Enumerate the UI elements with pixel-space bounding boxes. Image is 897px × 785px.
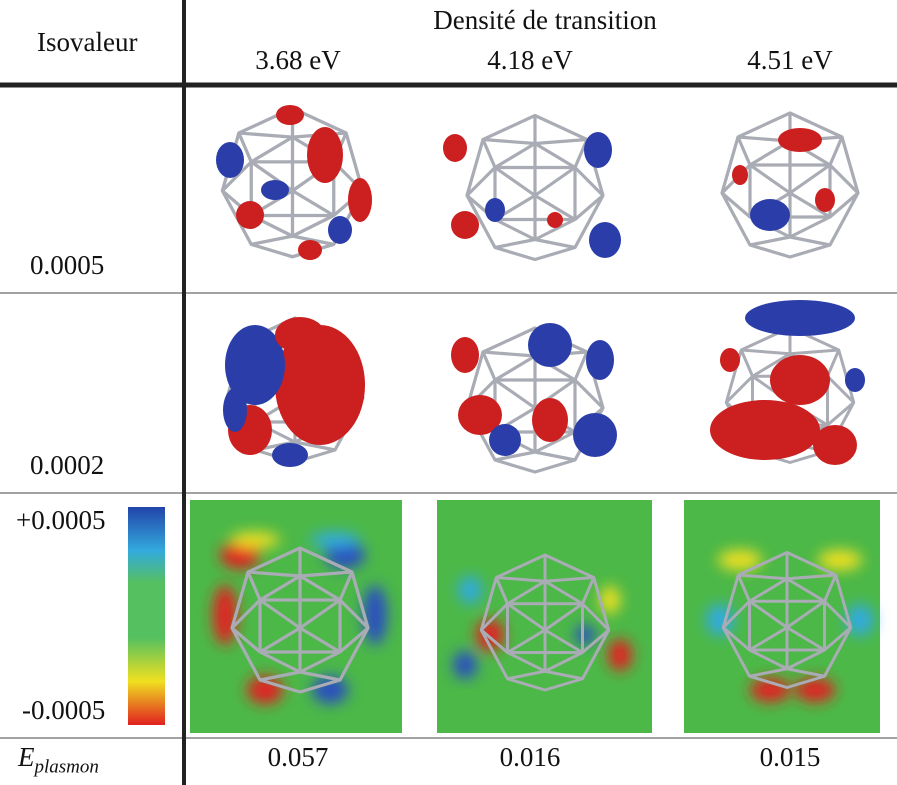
density-map: [684, 500, 880, 733]
row-label: 0.0002: [30, 450, 105, 480]
group-header: Densité de transition: [433, 5, 657, 35]
colorbar-max: +0.0005: [16, 505, 106, 535]
density-map: [190, 500, 402, 733]
plasmon-value: 0.057: [267, 742, 329, 772]
plasmon-value: 0.016: [499, 742, 561, 772]
colorbar-min: -0.0005: [22, 695, 106, 725]
row-label: 0.0005: [30, 250, 105, 280]
density-map: [437, 500, 652, 733]
density-isosurface: [720, 111, 860, 259]
density-isosurface: [710, 300, 865, 465]
colorbar: [128, 507, 165, 725]
column-header: 4.18 eV: [487, 45, 573, 75]
column-header: 3.68 eV: [255, 45, 341, 75]
symbol: E: [18, 742, 35, 772]
column-header: 4.51 eV: [747, 45, 833, 75]
density-isosurface: [443, 113, 621, 262]
subscript: plasmon: [34, 756, 99, 778]
density-isosurface: [216, 105, 372, 260]
density-isosurface: [451, 323, 617, 474]
plasmon-value: 0.015: [759, 742, 821, 772]
density-isosurface: [223, 316, 365, 467]
row-label: Eplasmon: [18, 742, 99, 778]
corner-header: Isovaleur: [37, 27, 138, 57]
